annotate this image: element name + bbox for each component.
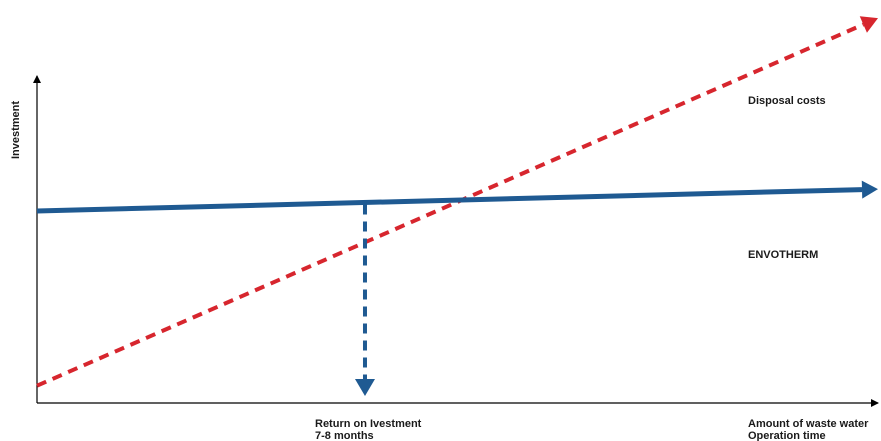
- roi-arrowhead: [354, 379, 375, 396]
- series-line-disposal-costs: [36, 22, 865, 388]
- roi-label-line-2: 7-8 months: [315, 430, 374, 441]
- series-label-disposal-costs: Disposal costs: [748, 95, 826, 107]
- series-arrowhead-disposal-costs: [859, 16, 878, 33]
- x-axis-label-line-1: Amount of waste water: [748, 418, 869, 430]
- series-arrowhead-envotherm: [861, 180, 878, 199]
- series-line-envotherm: [36, 187, 863, 214]
- series-label-envotherm: ENVOTHERM: [748, 249, 818, 261]
- roi-label-line-1: Return on Ivestment: [315, 418, 422, 430]
- x-axis-label-line-2: Operation time: [748, 430, 826, 441]
- y-axis-label: Investment: [10, 101, 22, 159]
